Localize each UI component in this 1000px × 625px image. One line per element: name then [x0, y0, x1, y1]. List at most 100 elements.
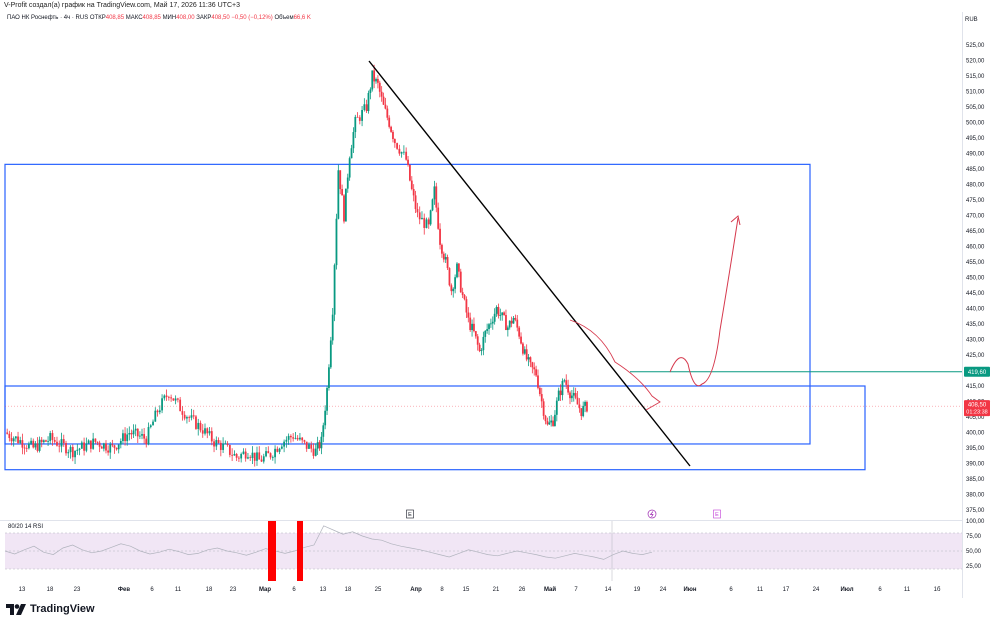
candle-body — [94, 438, 97, 442]
candle-body — [240, 453, 243, 459]
candle-body — [505, 315, 507, 331]
close-value: 408,50 — [211, 15, 230, 21]
lower-zone-box — [4, 385, 866, 471]
price-tick-label: 380,00 — [966, 493, 985, 499]
candle-body — [192, 415, 195, 417]
price-tick-label: 525,00 — [966, 43, 985, 49]
candle-body — [525, 349, 528, 360]
candle-body — [49, 433, 52, 441]
zone-boxes — [4, 163, 866, 471]
candle-body — [56, 441, 58, 446]
candle-body — [437, 207, 440, 229]
candle-body — [441, 244, 443, 254]
rsi-overbought-spike — [268, 521, 276, 581]
candle-body — [495, 306, 498, 314]
candle-body — [85, 443, 88, 451]
time-tick-label: Фев — [118, 587, 130, 593]
candle-body — [305, 441, 308, 449]
price-tick-label: 470,00 — [966, 214, 985, 220]
candle-body — [454, 277, 457, 289]
time-tick-label: 15 — [463, 587, 470, 593]
candle-body — [267, 451, 270, 454]
candle-body — [322, 425, 325, 437]
candle-body — [276, 448, 279, 452]
candle-body — [421, 217, 423, 220]
candle-body — [333, 265, 336, 315]
time-tick-label: Мар — [259, 587, 271, 593]
candle-body — [314, 448, 317, 456]
candle-body — [527, 357, 530, 360]
candle-body — [215, 440, 218, 447]
candle-body — [102, 443, 105, 449]
candle-body — [488, 324, 490, 330]
candle-body — [439, 228, 441, 245]
candle-body — [134, 428, 137, 431]
candle-body — [105, 443, 107, 451]
candle-body — [584, 401, 586, 406]
price-tick-label: 460,00 — [966, 245, 985, 251]
currency-label: RUB — [965, 17, 978, 23]
candle-body — [158, 410, 161, 413]
candle-body — [186, 417, 188, 419]
candle-body — [154, 410, 157, 422]
brand-logo[interactable]: TradingView — [6, 603, 95, 615]
candle-body — [476, 336, 479, 345]
candle-body — [176, 398, 179, 400]
candle-body — [369, 89, 372, 93]
candle-body — [559, 390, 562, 396]
candle-body — [329, 340, 332, 368]
candle-body — [32, 440, 35, 448]
candle-body — [356, 116, 359, 118]
candle-body — [19, 440, 22, 443]
candle-body — [474, 331, 477, 337]
candle-body — [128, 433, 131, 435]
candle-body — [544, 415, 547, 422]
candle-body — [285, 439, 288, 442]
price-tick-label: 400,00 — [966, 431, 985, 437]
price-tick-label: 405,00 — [966, 415, 985, 421]
candle-body — [126, 434, 129, 442]
candle-body — [10, 438, 13, 442]
candle-body — [156, 410, 159, 413]
candle-body — [40, 439, 43, 443]
candle-body — [423, 217, 426, 228]
candle-body — [117, 444, 120, 450]
candle-body — [463, 295, 466, 300]
candle-body — [514, 317, 517, 320]
candle-body — [396, 143, 399, 149]
candle-body — [132, 430, 135, 435]
candle-body — [531, 362, 534, 368]
candle-body — [283, 441, 286, 447]
price-tick-label: 435,00 — [966, 322, 985, 328]
candle-body — [393, 139, 396, 144]
candle-body — [195, 416, 197, 429]
candle-body — [224, 443, 227, 445]
price-tick-label: 415,00 — [966, 384, 985, 390]
candle-body — [352, 132, 355, 149]
time-tick-label: 19 — [634, 587, 641, 593]
candle-body — [516, 319, 519, 328]
candle-body — [480, 350, 483, 352]
candle-body — [405, 151, 408, 160]
tradingview-logo-icon — [6, 603, 26, 615]
volume-value: 66,6 K — [293, 15, 311, 21]
candle-body — [96, 441, 99, 443]
candle-body — [378, 82, 381, 92]
dividend-bolt-icon — [649, 511, 654, 518]
candle-body — [28, 443, 30, 449]
candle-body — [493, 313, 496, 322]
candle-body — [8, 433, 11, 439]
candle-body — [418, 212, 421, 220]
time-tick-label: 11 — [757, 587, 764, 593]
time-tick-label: 11 — [904, 587, 911, 593]
candle-body — [258, 452, 261, 460]
time-tick-label: Июл — [840, 587, 853, 593]
candle-body — [260, 459, 263, 462]
earnings-marker-icon — [406, 509, 414, 519]
candle-body — [501, 312, 504, 316]
candle-body — [62, 439, 65, 444]
candle-body — [17, 436, 19, 443]
candle-body — [318, 442, 321, 449]
